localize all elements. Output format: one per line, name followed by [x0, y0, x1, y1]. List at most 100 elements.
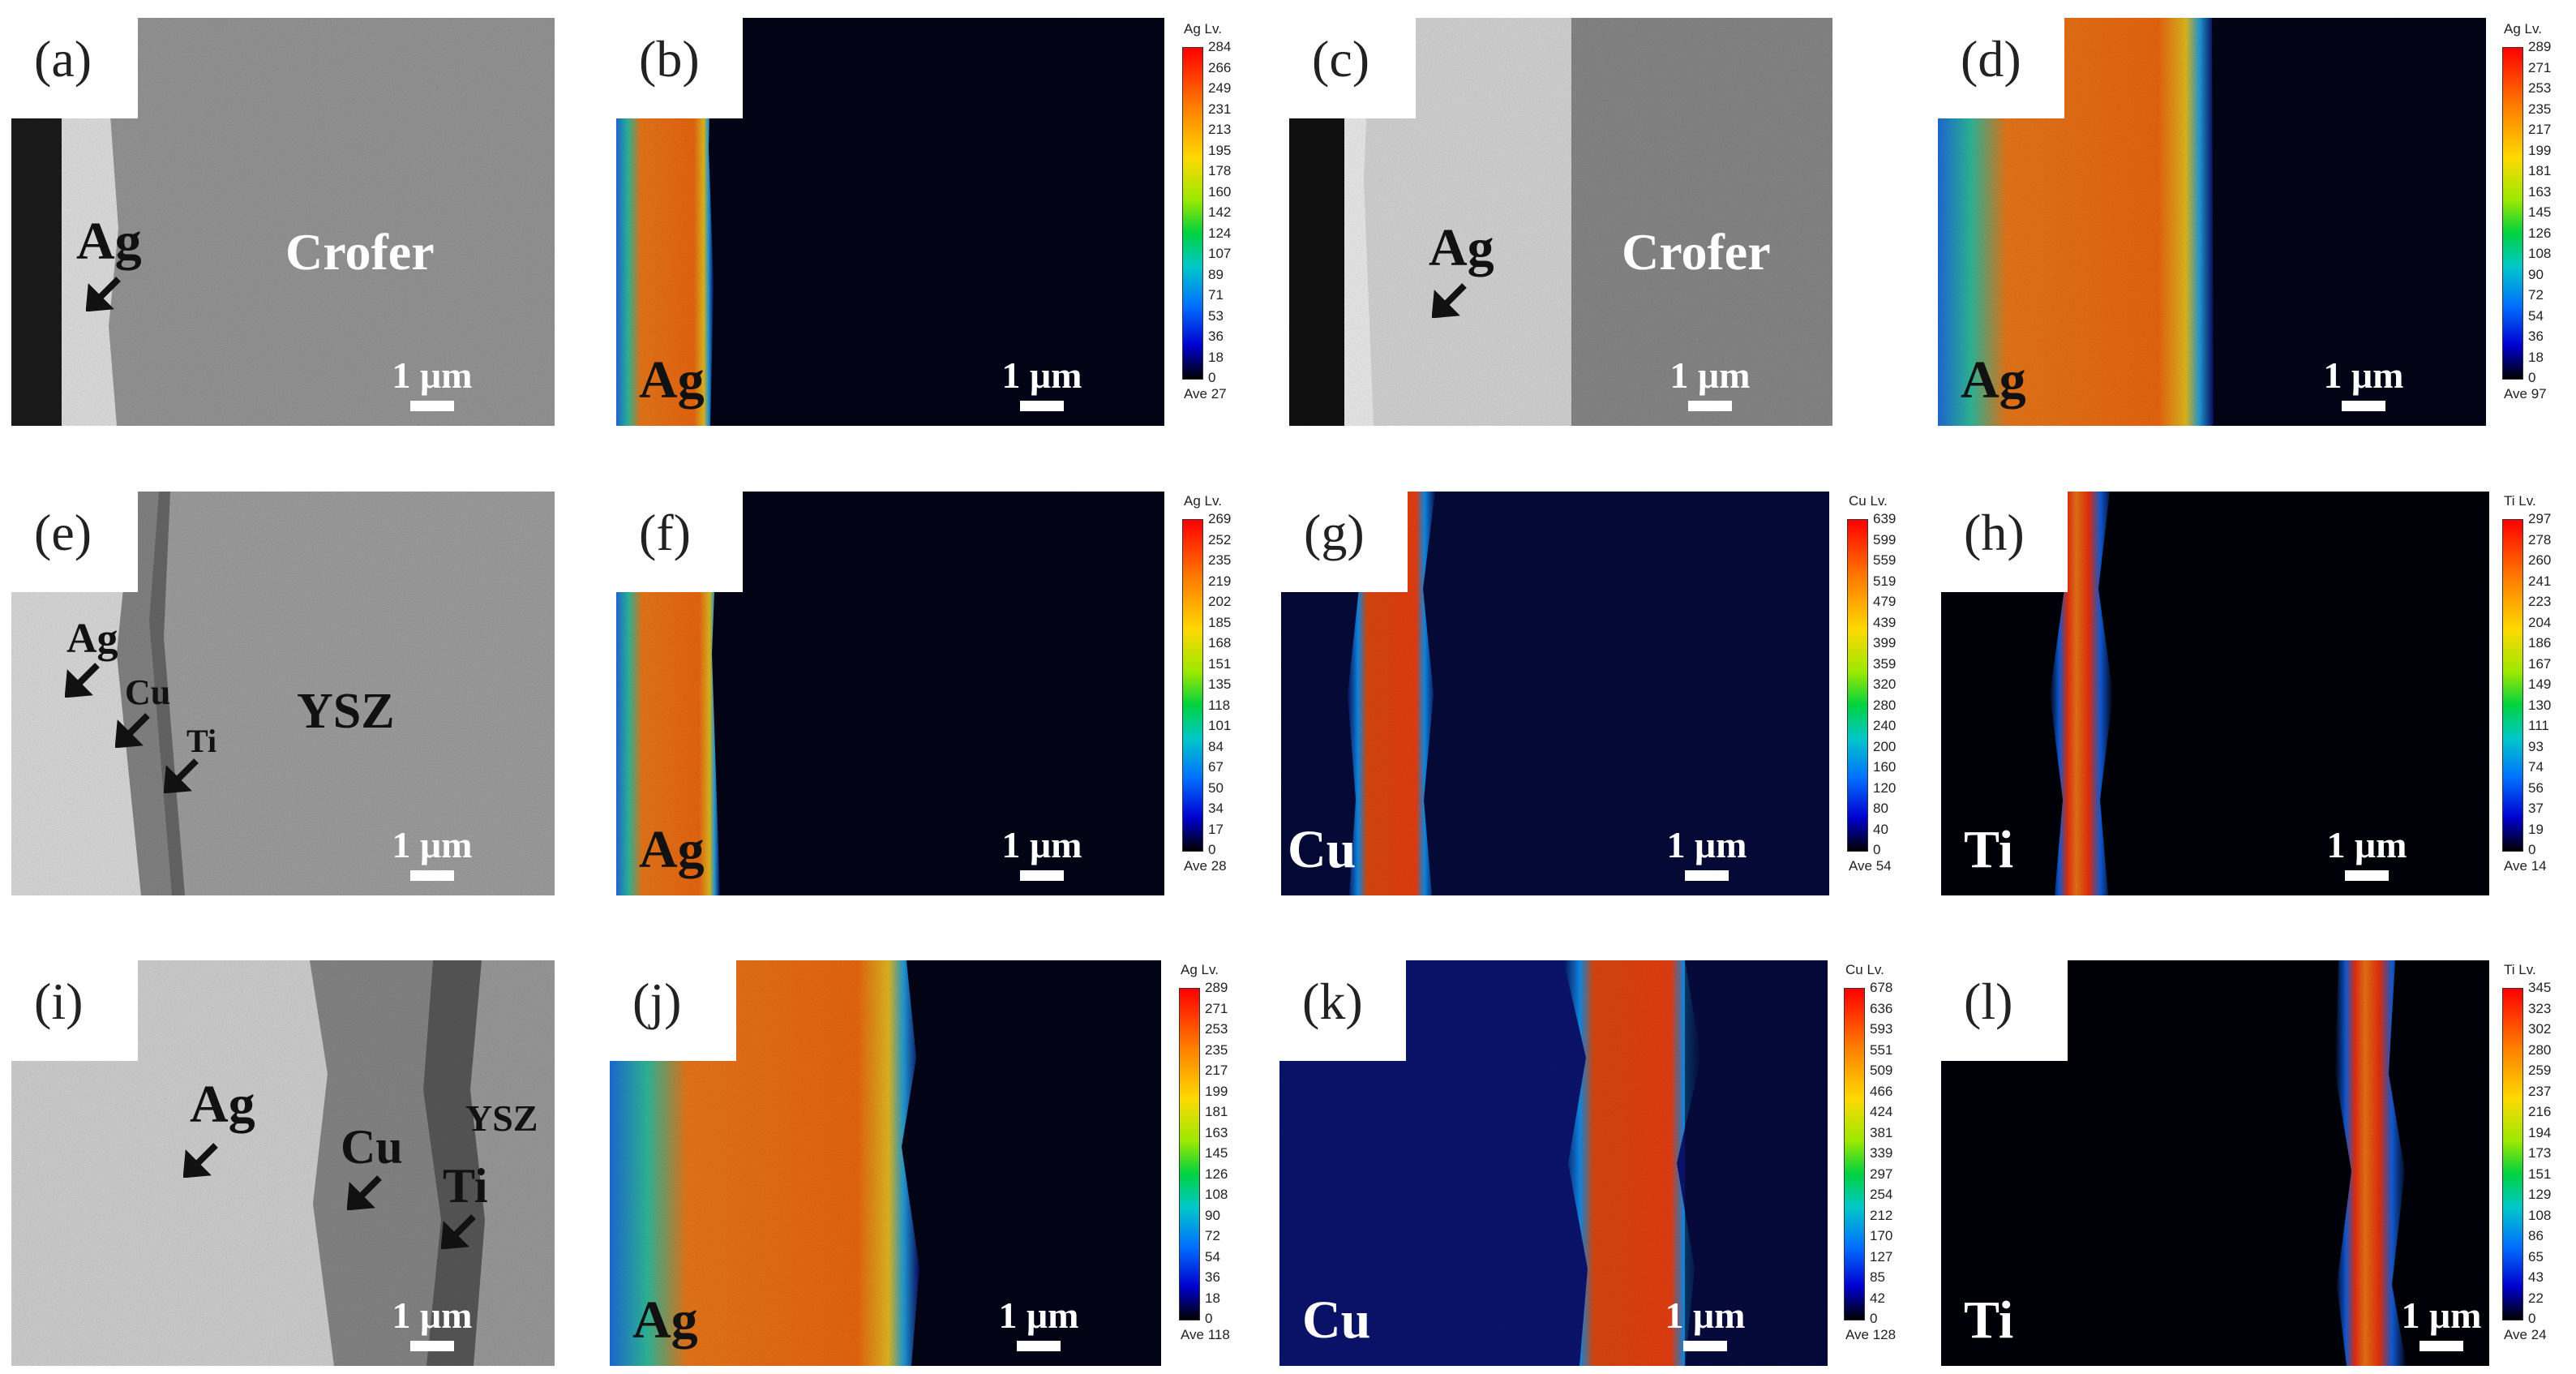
panel-d-ag-map: (d) Ag 1 μm — [1938, 18, 2486, 426]
panel-label: (e) — [11, 492, 138, 592]
colorbar-tick: 107 — [1208, 246, 1232, 261]
colorbar-tick: 237 — [2528, 1083, 2552, 1099]
colorbar-tick: 56 — [2528, 779, 2544, 796]
scale-bar: 1 μm — [1662, 827, 1751, 881]
colorbar-tick: 297 — [2528, 511, 2552, 526]
colorbar-tick: 278 — [2528, 531, 2552, 547]
scale-bar: 1 μm — [2397, 1297, 2486, 1351]
colorbar-tick: 479 — [1873, 594, 1897, 609]
colorbar-tick: 85 — [1870, 1269, 1885, 1285]
colorbar-tick: 67 — [1208, 759, 1224, 775]
colorbar-tick: 54 — [1205, 1248, 1220, 1265]
scale-bar: 1 μm — [2322, 827, 2411, 881]
colorbar-tick: 72 — [2528, 287, 2544, 303]
colorbar-tick: 93 — [2528, 738, 2544, 754]
colorbar-tick: 280 — [2528, 1041, 2552, 1058]
colorbar-tick: 84 — [1208, 738, 1224, 754]
colorbar-tick: 185 — [1208, 614, 1232, 630]
colorbar-tick: 253 — [1205, 1021, 1228, 1037]
scale-bar: 1 μm — [1661, 1297, 1750, 1351]
colorbar-tick: 74 — [2528, 759, 2544, 775]
colorbar-tick: 269 — [1208, 511, 1232, 526]
scale-bar: 1 μm — [1665, 357, 1755, 411]
colorbar-tick: 200 — [1873, 738, 1897, 754]
element-label: Ag — [639, 820, 705, 879]
sem-texture — [1289, 18, 1832, 426]
colorbar-tick: 22 — [2528, 1290, 2544, 1306]
colorbar-tick: 170 — [1870, 1228, 1893, 1243]
colorbar-tick: 271 — [2528, 59, 2552, 75]
colorbar-tick: 130 — [2528, 697, 2552, 713]
colorbar-tick: 0 — [1205, 1311, 1213, 1326]
colorbar-tick: 18 — [2528, 349, 2544, 365]
colorbar-tick: 678 — [1870, 980, 1893, 995]
colorbar-tick: 213 — [1208, 122, 1232, 137]
colorbar-tick: 163 — [2528, 183, 2552, 200]
colorbar-tick: 466 — [1870, 1083, 1893, 1099]
map-texture — [616, 18, 1164, 426]
colorbar-tick: 178 — [1208, 163, 1232, 178]
colorbar-tick: 280 — [1873, 697, 1897, 713]
arrow-icon — [183, 1143, 218, 1178]
panel-label: (a) — [11, 18, 138, 118]
scale-bar: 1 μm — [388, 357, 477, 411]
colorbar-tick: 127 — [1870, 1248, 1893, 1265]
colorbar-tick: 126 — [2528, 225, 2552, 241]
colorbar-tick: 181 — [1205, 1104, 1228, 1119]
colorbar-tick: 399 — [1873, 635, 1897, 651]
arrow-icon — [164, 758, 199, 793]
colorbar-tick: 439 — [1873, 614, 1897, 630]
colorbar-tick: 36 — [1208, 328, 1224, 344]
colorbar-tick: 40 — [1873, 821, 1888, 837]
arrow-icon — [441, 1214, 476, 1249]
colorbar-tick: 173 — [2528, 1145, 2552, 1161]
colorbar-legend-g: Cu Lv. 639 599 559 519 479 439 399 359 320 280 240 2… — [1847, 493, 1897, 874]
panel-label: (f) — [616, 492, 743, 592]
colorbar-tick: 235 — [1208, 552, 1232, 568]
scale-bar: 1 μm — [2319, 357, 2408, 411]
element-label: Ag — [639, 350, 705, 410]
panel-label: (j) — [610, 960, 736, 1061]
colorbar-tick: 194 — [2528, 1124, 2552, 1140]
colorbar-tick: 54 — [2528, 307, 2544, 324]
colorbar-tick: 53 — [1208, 307, 1224, 324]
colorbar-tick: 217 — [2528, 122, 2552, 137]
element-label: Ti — [1964, 820, 2014, 879]
colorbar-tick: 160 — [1873, 759, 1897, 775]
colorbar-tick: 0 — [2528, 370, 2536, 385]
colorbar-tick: 204 — [2528, 614, 2552, 630]
annotation-ag: Ag — [66, 616, 118, 662]
colorbar-tick: 90 — [2528, 266, 2544, 282]
colorbar-tick: 359 — [1873, 655, 1897, 672]
colorbar-tick: 216 — [2528, 1104, 2552, 1119]
panel-label: (b) — [616, 18, 743, 118]
element-label: Cu — [1302, 1290, 1371, 1350]
scale-bar: 1 μm — [997, 357, 1087, 411]
colorbar-tick: 71 — [1208, 287, 1224, 303]
panel-label: (d) — [1938, 18, 2064, 118]
colorbar-tick: 202 — [1208, 594, 1232, 609]
colorbar-tick: 302 — [2528, 1021, 2552, 1037]
colorbar-tick: 271 — [1205, 1000, 1228, 1016]
colorbar-tick: 151 — [2528, 1166, 2552, 1182]
panel-label: (l) — [1941, 960, 2068, 1061]
colorbar-tick: 65 — [2528, 1248, 2544, 1265]
colorbar-legend-h: Ti Lv. 297 278 260 241 223 204 186 167 149 130 111 9… — [2502, 493, 2552, 874]
colorbar-tick: 101 — [1208, 718, 1232, 733]
colorbar-tick: 599 — [1873, 531, 1897, 547]
panel-a-sem-image: (a) Ag Crofer 1 μm — [11, 18, 555, 426]
colorbar-tick: 42 — [1870, 1290, 1885, 1306]
colorbar-tick: 108 — [1205, 1187, 1228, 1202]
colorbar-tick: 297 — [1870, 1166, 1893, 1182]
colorbar-tick: 186 — [2528, 635, 2552, 651]
arrow-icon — [347, 1175, 382, 1210]
colorbar-tick: 551 — [1870, 1041, 1893, 1058]
panel-k-cu-map: (k) Cu 1 μm — [1279, 960, 1828, 1366]
colorbar-tick: 249 — [1208, 80, 1232, 96]
colorbar-tick: 339 — [1870, 1145, 1893, 1161]
colorbar-tick: 0 — [1870, 1311, 1878, 1326]
colorbar-tick: 199 — [1205, 1083, 1228, 1099]
element-label: Ag — [632, 1290, 698, 1350]
colorbar-tick: 0 — [2528, 842, 2536, 857]
panel-label: (g) — [1281, 492, 1408, 592]
